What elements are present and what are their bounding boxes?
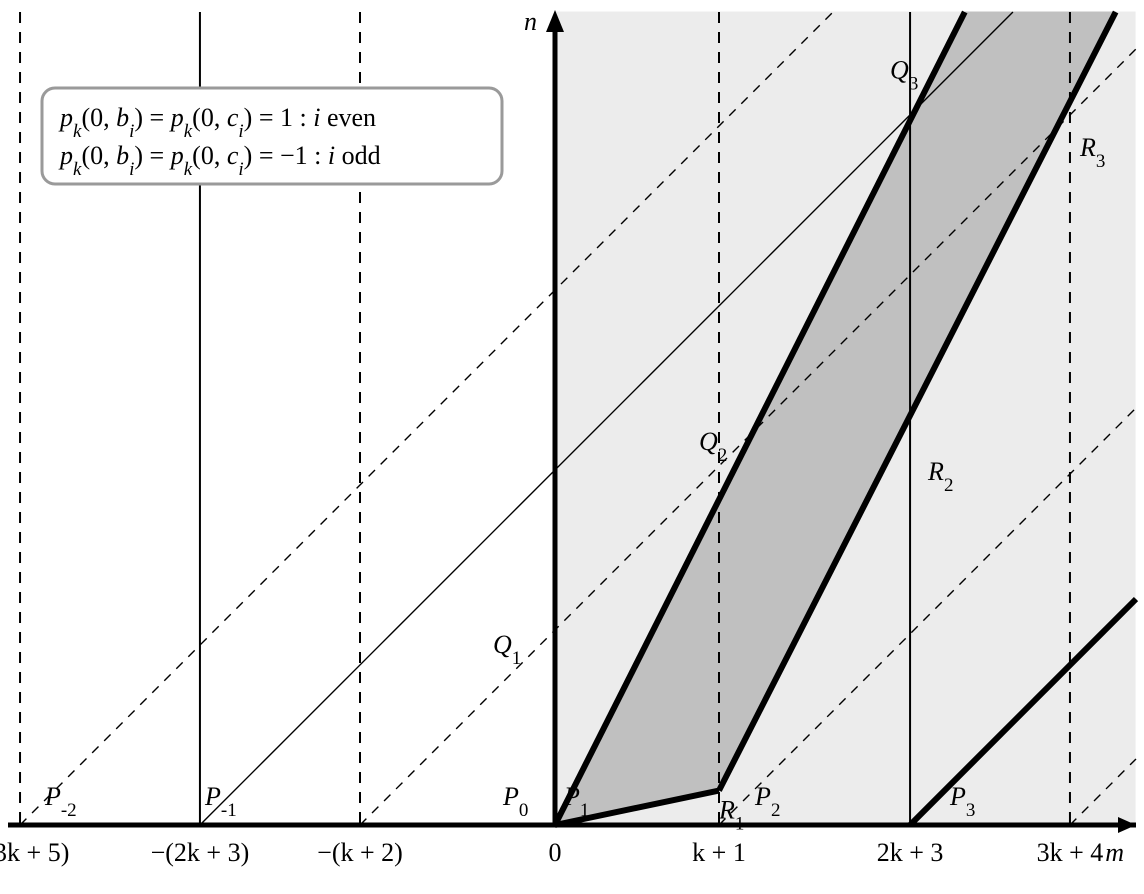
label-P--1: P-1 bbox=[204, 782, 237, 821]
label-P-0: P0 bbox=[502, 782, 528, 821]
xtick-0: −(3k + 5) bbox=[0, 838, 69, 867]
xtick-4: k + 1 bbox=[692, 838, 746, 867]
xtick-6: 3k + 4 bbox=[1037, 838, 1104, 867]
xtick-2: −(k + 2) bbox=[317, 838, 403, 867]
xtick-1: −(2k + 3) bbox=[151, 838, 250, 867]
label-P--2: P-2 bbox=[44, 782, 77, 821]
axis-label-m: m bbox=[1105, 838, 1124, 867]
xtick-3: 0 bbox=[549, 838, 562, 867]
label-Q-1: Q1 bbox=[493, 630, 521, 669]
axis-label-n: n bbox=[524, 7, 537, 36]
diagram-canvas: −(3k + 5) −(2k + 3) −(k + 2) 0 k + 1 2k + 3 3k… bbox=[0, 0, 1144, 894]
diagram-svg: −(3k + 5) −(2k + 3) −(k + 2) 0 k + 1 2k + 3 3k… bbox=[0, 0, 1144, 894]
xtick-5: 2k + 3 bbox=[877, 838, 944, 867]
